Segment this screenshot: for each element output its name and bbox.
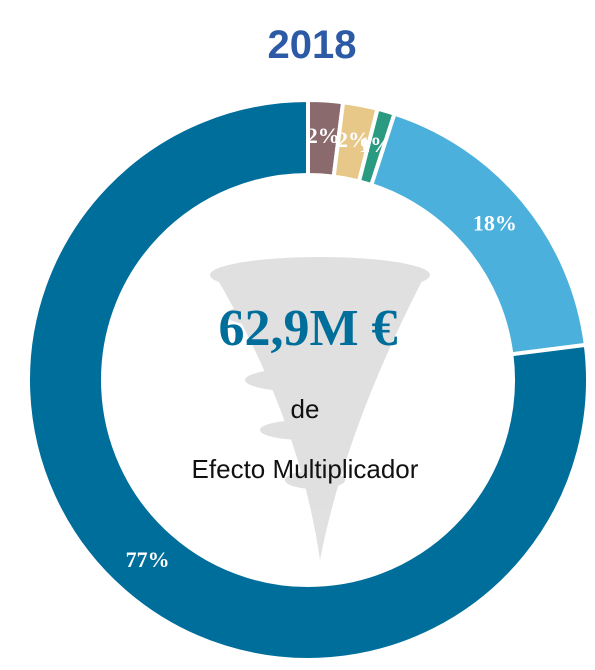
donut-segment bbox=[26, 97, 590, 662]
tornado-icon bbox=[210, 257, 430, 560]
chart-title: 2018 bbox=[268, 23, 357, 67]
segment-label: 18% bbox=[473, 210, 517, 235]
center-amount: 62,9M € bbox=[218, 300, 397, 357]
segment-label: 2% bbox=[337, 127, 370, 152]
donut: 2%2%1%18%77% bbox=[26, 97, 590, 662]
center-text: de bbox=[291, 394, 320, 424]
segment-label: 2% bbox=[307, 123, 340, 148]
center-text: Efecto Multiplicador bbox=[192, 454, 419, 484]
segment-label: 77% bbox=[126, 547, 170, 572]
